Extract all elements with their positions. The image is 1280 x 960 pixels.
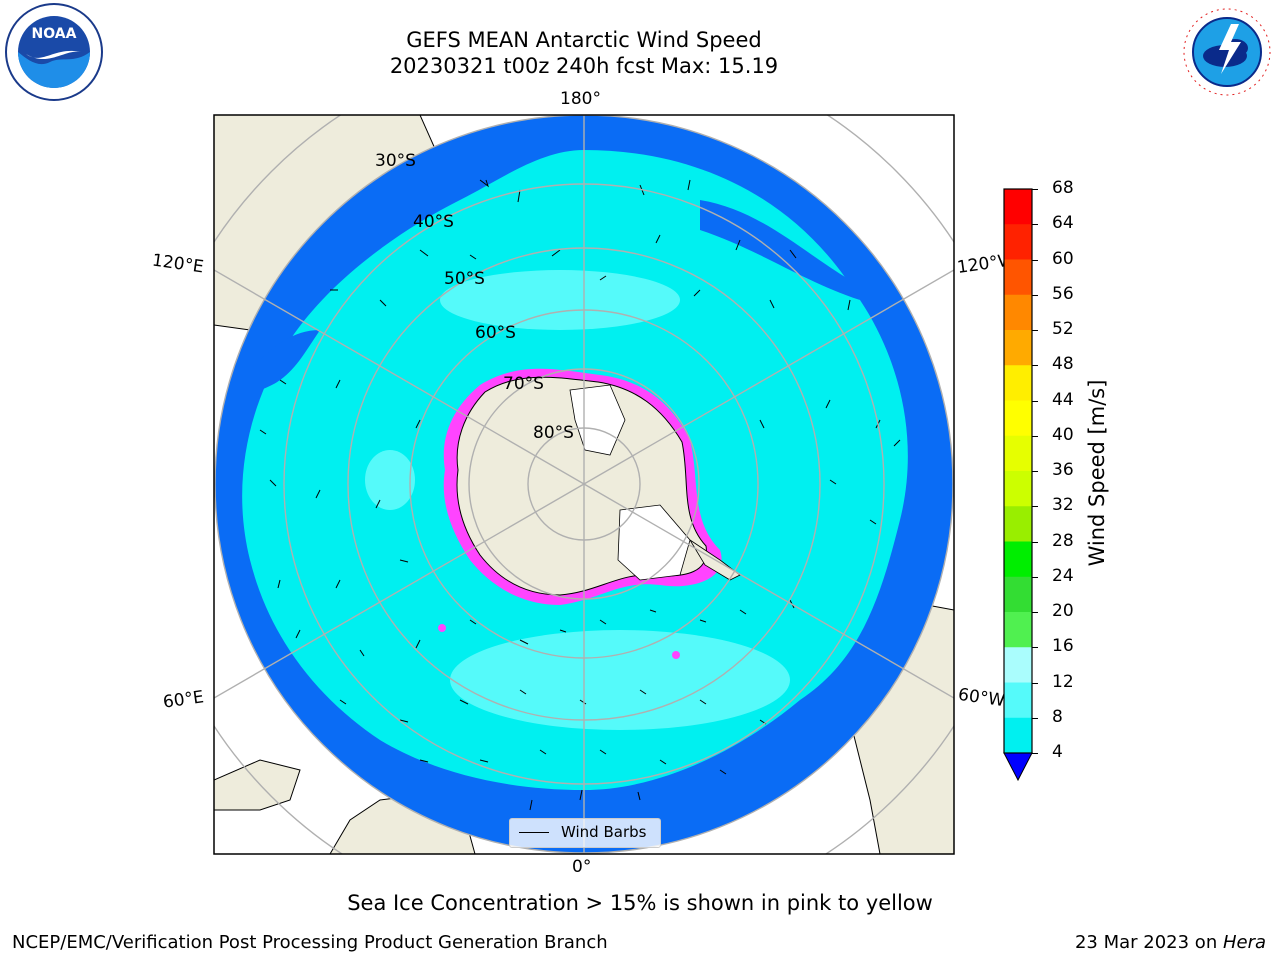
lon-label-180: 180°	[560, 89, 601, 109]
colorbar-segment	[1004, 647, 1032, 683]
colorbar-tick-mark	[1032, 717, 1038, 719]
colorbar-segment	[1004, 471, 1032, 507]
wind-barbs	[259, 179, 901, 811]
colorbar-tick-mark	[1032, 435, 1038, 437]
colorbar-tick-label: 16	[1052, 636, 1074, 657]
colorbar-tick-label: 52	[1052, 319, 1074, 339]
footer-date: 23 Mar 2023 on Hera	[1075, 932, 1266, 953]
colorbar-tick-mark	[1032, 400, 1038, 402]
colorbar-tick-mark	[1032, 294, 1038, 296]
chart-subtitle: 20230321 t00z 240h fcst Max: 15.19	[389, 54, 779, 78]
colorbar-tick-label: 4	[1052, 742, 1063, 762]
colorbar-segment	[1004, 717, 1032, 754]
colorbar-tick-mark	[1032, 682, 1038, 684]
footer-branch: NCEP/EMC/Verification Post Processing Pr…	[12, 932, 608, 953]
colorbar-tick-mark	[1032, 330, 1038, 331]
lat-label-70s: 70°S	[503, 374, 544, 394]
colorbar-tick-label: 8	[1052, 706, 1063, 727]
lat-label-80s: 80°S	[533, 423, 574, 443]
colorbar-segment	[1004, 435, 1032, 472]
noaa-logo-text: NOAA	[32, 26, 77, 42]
colorbar-tick-label: 32	[1052, 495, 1074, 516]
colorbar-segment	[1004, 400, 1032, 437]
colorbar-segment	[1004, 506, 1032, 542]
colorbar-tick-label: 36	[1052, 460, 1074, 480]
colorbar-tick-mark	[1032, 753, 1038, 754]
colorbar-tick-mark	[1032, 612, 1038, 613]
colorbar-tick-label: 56	[1052, 283, 1074, 304]
chart-title: GEFS MEAN Antarctic Wind Speed	[406, 28, 762, 52]
colorbar-tick-label: 24	[1052, 565, 1074, 586]
colorbar-tick-mark	[1032, 647, 1038, 649]
colorbar-segment	[1004, 612, 1032, 648]
legend-label: Wind Barbs	[561, 823, 647, 841]
colorbar-segment	[1004, 189, 1032, 225]
colorbar-tick-mark	[1032, 471, 1038, 472]
colorbar-tick-label: 64	[1052, 213, 1074, 234]
colorbar-segment	[1004, 259, 1032, 296]
lat-label-40s: 40°S	[413, 212, 454, 232]
colorbar-tick-mark	[1032, 365, 1038, 367]
colorbar	[1003, 188, 1033, 782]
colorbar-segment	[1004, 541, 1032, 578]
colorbar-tick-label: 68	[1052, 178, 1074, 198]
colorbar-tick-label: 12	[1052, 671, 1074, 692]
colorbar-tick-label: 44	[1052, 389, 1074, 410]
colorbar-tick-label: 28	[1052, 530, 1074, 551]
colorbar-segment	[1004, 365, 1032, 401]
lat-label-30s: 30°S	[375, 151, 416, 171]
colorbar-segment	[1004, 224, 1032, 260]
colorbar-segment	[1004, 294, 1032, 331]
lon-label-0: 0°	[572, 857, 592, 877]
lat-label-60s: 60°S	[475, 323, 516, 343]
graticule	[214, 115, 954, 854]
map-legend: Wind Barbs	[509, 818, 661, 848]
sea-ice-caption: Sea Ice Concentration > 15% is shown in …	[347, 891, 933, 915]
colorbar-tick-label: 40	[1052, 424, 1074, 445]
colorbar-segment	[1004, 330, 1032, 366]
map-frame	[213, 114, 955, 855]
colorbar-tick-mark	[1032, 259, 1038, 261]
colorbar-tick-label: 48	[1052, 354, 1074, 375]
colorbar-segment	[1004, 576, 1032, 613]
colorbar-tick-label: 60	[1052, 248, 1074, 269]
colorbar-tick-mark	[1032, 576, 1038, 578]
noaa-logo: NOAA	[5, 3, 103, 101]
colorbar-tick-mark	[1032, 189, 1038, 190]
colorbar-tick-mark	[1032, 541, 1038, 543]
footer-date-text: 23 Mar 2023 on	[1074, 932, 1223, 953]
colorbar-tick-label: 20	[1052, 601, 1074, 621]
colorbar-tick-mark	[1032, 224, 1038, 226]
colorbar-tick-mark	[1032, 506, 1038, 508]
footer-host: Hera	[1222, 932, 1266, 953]
colorbar-label: Wind Speed [m/s]	[1085, 379, 1109, 567]
nws-logo	[1179, 4, 1275, 100]
legend-line	[519, 832, 549, 833]
lat-label-50s: 50°S	[444, 269, 485, 289]
colorbar-segment	[1004, 682, 1032, 719]
